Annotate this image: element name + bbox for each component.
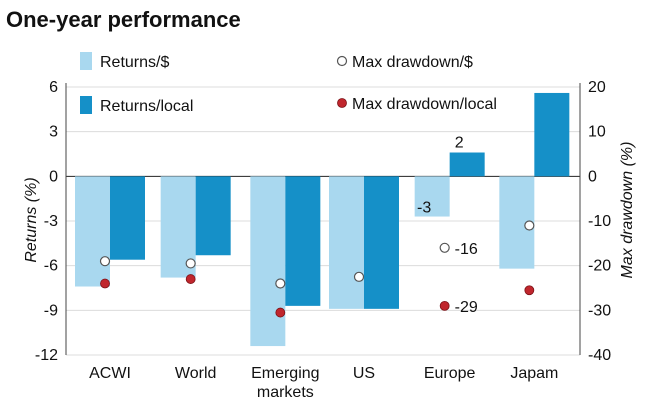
y-tick-right: -40 xyxy=(588,347,611,364)
x-tick-label: Europe xyxy=(424,365,476,382)
point-Max drawdown/local xyxy=(524,285,535,296)
y-tick-right: 10 xyxy=(588,124,606,141)
y-tick-right: -30 xyxy=(588,302,611,319)
bar-Returns/local xyxy=(449,152,485,177)
y-axis-title-right: Max drawdown (%) xyxy=(619,142,636,279)
point-Max drawdown/local xyxy=(439,300,450,311)
bar-Returns/$ xyxy=(414,176,450,217)
legend-label: Returns/local xyxy=(100,98,193,115)
y-axis-title-left: Returns (%) xyxy=(23,177,40,262)
x-tick-label: US xyxy=(353,365,375,382)
point-Max drawdown/$ xyxy=(275,278,286,289)
legend: Returns/$ Returns/local Max drawdown/$ Max … xyxy=(80,52,497,115)
data-label: -16 xyxy=(455,241,478,258)
y-tick-left: -9 xyxy=(44,302,58,319)
y-tick-left: 6 xyxy=(49,79,58,96)
data-label: -3 xyxy=(417,199,431,216)
x-tick-label: markets xyxy=(257,384,314,401)
points xyxy=(99,220,535,318)
x-tick-label: World xyxy=(175,365,217,382)
point-Max drawdown/$ xyxy=(353,271,365,282)
legend-label: Max drawdown/$ xyxy=(352,54,473,71)
legend-label: Max drawdown/local xyxy=(352,96,497,113)
bar-Returns/local xyxy=(534,92,570,177)
bar-Returns/local xyxy=(195,176,231,256)
data-labels: -3 2 -16 -29 xyxy=(417,135,478,316)
y-tick-right: -10 xyxy=(588,213,611,230)
grid xyxy=(66,86,580,356)
bar-Returns/$ xyxy=(75,176,110,287)
bar-Returns/$ xyxy=(329,176,364,309)
bars xyxy=(75,92,570,347)
bar-Returns/$ xyxy=(250,176,286,347)
legend-marker xyxy=(337,98,347,108)
y-tick-left: 0 xyxy=(49,168,58,185)
data-label: 2 xyxy=(455,135,464,152)
y-tick-left: 3 xyxy=(49,124,58,141)
y-tick-right: 20 xyxy=(588,79,606,96)
y-tick-left: -6 xyxy=(44,258,58,275)
point-Max drawdown/$ xyxy=(439,242,450,253)
point-Max drawdown/local xyxy=(100,278,110,289)
point-Max drawdown/$ xyxy=(524,220,535,231)
y-tick-left: -12 xyxy=(35,347,58,364)
point-Max drawdown/$ xyxy=(99,256,111,267)
axes: 6 3 0 -3 -6 -9 -12 20 10 0 -10 -20 -30 -40 ACWI World Em… xyxy=(35,79,611,401)
y-tick-left: -3 xyxy=(44,213,58,230)
legend-marker xyxy=(336,55,348,67)
chart-title: One-year performance xyxy=(6,7,241,32)
y-tick-right: -20 xyxy=(588,258,611,275)
point-Max drawdown/local xyxy=(185,274,196,284)
x-tick-label: Emerging xyxy=(251,365,319,382)
bar-Returns/local xyxy=(364,176,399,309)
legend-label: Returns/$ xyxy=(100,54,169,71)
data-label: -29 xyxy=(455,299,478,316)
x-tick-label: Japam xyxy=(510,365,558,382)
point-Max drawdown/$ xyxy=(185,258,196,269)
point-Max drawdown/local xyxy=(275,307,286,318)
legend-swatch xyxy=(80,96,92,114)
y-tick-right: 0 xyxy=(588,168,597,185)
bar-Returns/local xyxy=(285,176,321,306)
bar-Returns/local xyxy=(110,176,145,260)
legend-swatch xyxy=(80,52,92,70)
x-tick-label: ACWI xyxy=(89,365,131,382)
